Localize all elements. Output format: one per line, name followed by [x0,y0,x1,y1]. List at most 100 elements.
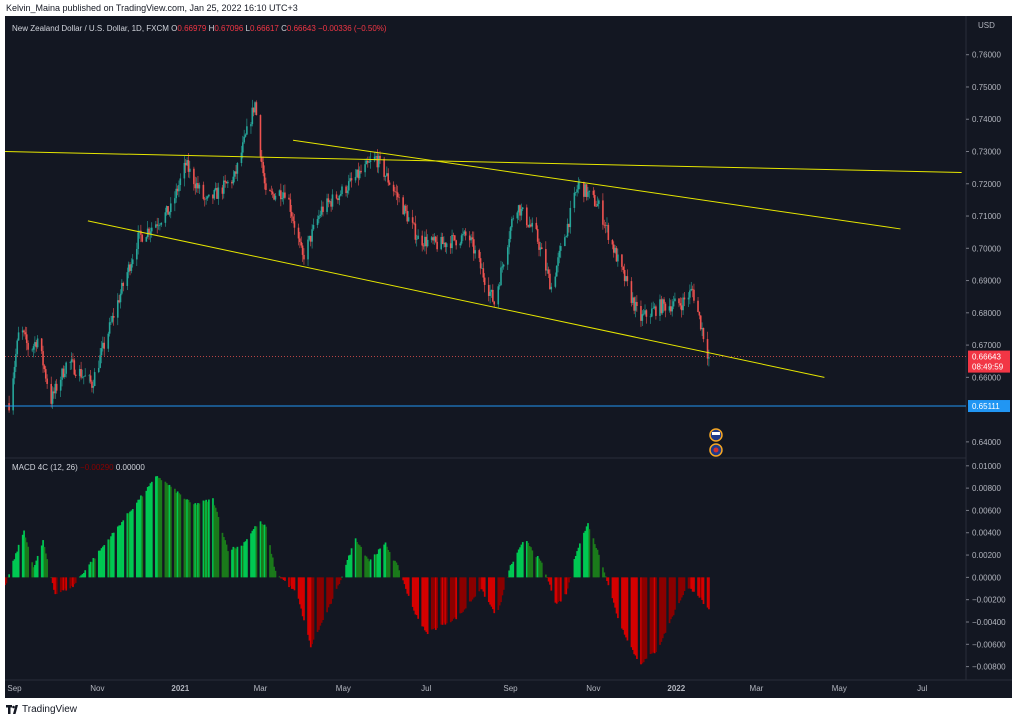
candle [631,297,634,303]
macd-bar [452,577,455,619]
macd-bar [415,577,418,616]
candle [330,201,332,207]
candle [531,222,534,227]
current-price-badge [968,350,1010,373]
candle [645,310,648,317]
candle [15,354,17,367]
candle [642,313,645,315]
macd-bar [358,545,361,578]
candle [396,192,399,198]
candle [607,224,610,240]
macd-bar [615,577,618,614]
macd-bar [585,526,588,578]
candle [42,351,44,366]
candle [175,188,178,199]
candle [213,189,216,199]
candle [337,198,339,201]
macd-bar [235,548,237,578]
candle [131,259,134,265]
candle [164,212,167,223]
channel-upper-line[interactable] [293,139,901,230]
macd-bar [625,577,627,638]
candle [137,232,139,250]
macd-bar [701,577,703,600]
macd-bar [368,561,371,578]
macd-bar [604,576,607,578]
upper-horizontal-resistance[interactable] [5,151,962,173]
candle [530,224,532,227]
candle [231,181,233,184]
macd-bar [670,577,672,620]
macd-bar [655,577,657,652]
tradingview-logo-icon [6,705,18,714]
candle [527,225,529,227]
candle [519,205,521,216]
macd-bar [303,577,305,621]
candle [623,269,626,282]
price-tick-label: 0.64000 [972,438,1001,447]
macd-bar [278,576,281,578]
candle [357,169,360,179]
macd-bar [46,559,49,578]
macd-bar [511,563,513,578]
candle [130,264,133,271]
macd-bar [255,526,258,578]
macd-bar [441,577,444,625]
macd-bar [243,542,246,578]
macd-bar [592,538,595,578]
candle [664,303,667,311]
macd-bar [379,548,381,578]
candle [464,231,467,236]
candle [701,327,703,330]
macd-bar [383,544,386,578]
macd-bar [602,567,604,578]
channel-lower-line[interactable] [87,220,825,378]
candle [88,375,91,377]
candle [309,235,312,242]
macd-bar [440,577,443,625]
candle [273,193,275,200]
macd-bar [558,577,561,602]
macd-bar [270,553,273,578]
macd-bar [549,577,551,585]
price-tick-label: 0.72000 [972,180,1001,189]
macd-bar [520,544,523,578]
macd-bar [373,554,376,578]
candle [468,235,471,241]
candle [43,365,46,370]
chart-background [5,16,1012,698]
macd-bar [240,545,243,578]
candle [299,238,301,243]
flag-us-icon[interactable] [709,443,723,457]
candle [558,250,561,258]
macd-bar [244,541,247,578]
macd-bar [13,559,16,578]
candle [455,240,457,246]
macd-bar [498,577,501,606]
current-price-label: 0.66643 [972,353,1001,362]
macd-bar [414,577,417,615]
macd-bar [322,577,324,621]
macd-bar [212,498,214,578]
macd-tick-label: 0.01000 [972,462,1001,471]
macd-bar [402,577,405,581]
candle [462,234,464,236]
candle [8,403,10,411]
candle [289,199,292,212]
macd-bar [63,577,66,589]
flag-nz-icon[interactable] [709,428,723,442]
macd-bar [242,545,244,578]
candle [693,289,695,301]
candle [652,308,654,309]
price-chart[interactable]: 0.76000 0.75000 0.74000 0.73000 0.72000 0.710… [5,16,1012,698]
macd-bar [678,577,680,604]
candle [44,369,47,379]
candle [424,236,426,247]
candle [32,346,35,350]
price-tick-label: 0.75000 [972,83,1001,92]
candle [403,205,406,215]
macd-bar [468,577,471,602]
candle [274,195,277,200]
candle [661,299,664,313]
macd-bar [102,546,104,578]
